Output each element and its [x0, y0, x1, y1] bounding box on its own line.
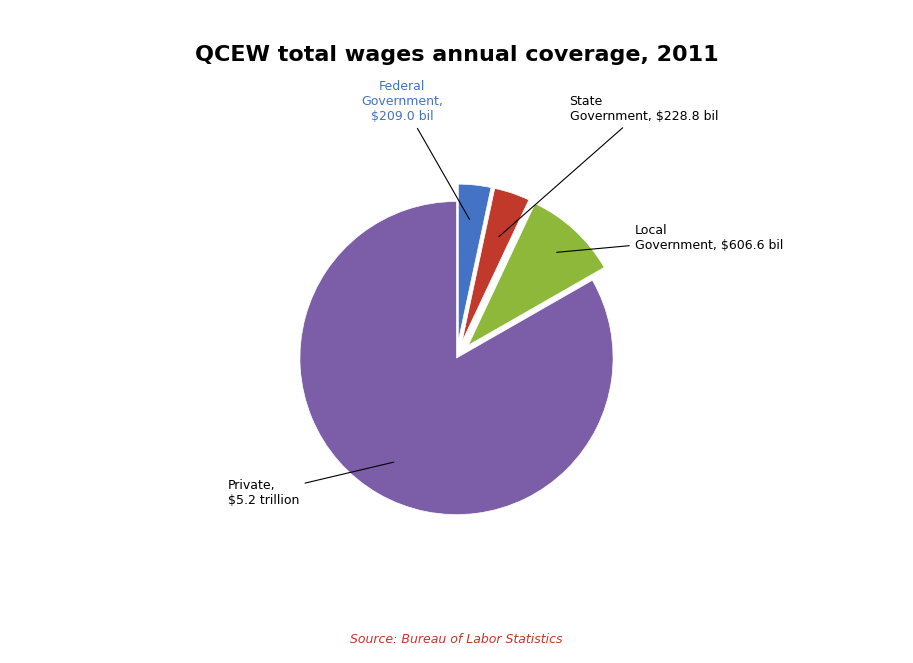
Text: State
Government, $228.8 bil: State Government, $228.8 bil: [498, 95, 719, 237]
Text: Federal
Government,
$209.0 bil: Federal Government, $209.0 bil: [362, 80, 469, 219]
Wedge shape: [300, 202, 613, 514]
Wedge shape: [458, 184, 491, 341]
Title: QCEW total wages annual coverage, 2011: QCEW total wages annual coverage, 2011: [194, 45, 719, 65]
Text: Local
Government, $606.6 bil: Local Government, $606.6 bil: [557, 224, 783, 253]
Text: Private,
$5.2 trillion: Private, $5.2 trillion: [228, 462, 394, 507]
Wedge shape: [462, 188, 529, 341]
Text: Source: Bureau of Labor Statistics: Source: Bureau of Labor Statistics: [351, 633, 562, 646]
Wedge shape: [468, 204, 604, 345]
